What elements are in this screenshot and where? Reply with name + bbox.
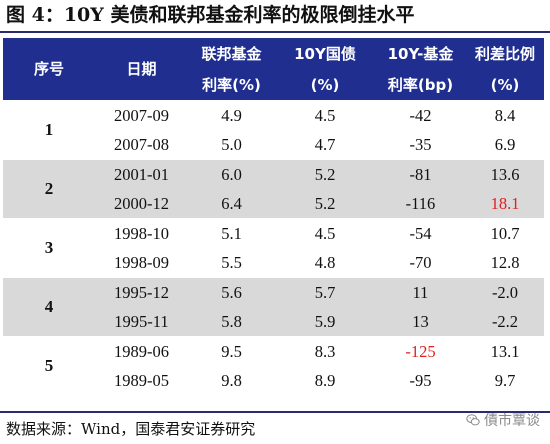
cell-10y: 4.8 <box>275 248 375 278</box>
watermark: 債市覃谈 <box>466 410 540 430</box>
cell-fed-rate: 5.5 <box>188 248 275 278</box>
cell-10y: 8.3 <box>275 336 375 366</box>
header-row-1: 序号 日期 联邦基金 10Y国债 10Y-基金 利差比例 <box>3 38 544 101</box>
cell-10y: 5.9 <box>275 307 375 337</box>
cell-fed-rate: 9.5 <box>188 336 275 366</box>
data-table-container: 序号 日期 联邦基金 10Y国债 10Y-基金 利差比例 利率(%) (%) 利… <box>3 38 544 395</box>
cell-date: 2007-08 <box>95 130 188 160</box>
cell-date: 1998-09 <box>95 248 188 278</box>
cell-date: 1998-10 <box>95 218 188 248</box>
cell-fed-rate: 6.0 <box>188 159 275 189</box>
cell-fed-rate: 6.4 <box>188 189 275 219</box>
table-row: 2007-08 5.0 4.7 -35 6.9 <box>3 130 544 160</box>
header-ratio-unit: (%) <box>466 70 544 101</box>
cell-date: 2001-01 <box>95 159 188 189</box>
header-ratio: 利差比例 <box>466 38 544 70</box>
source-note: 数据来源：Wind，国泰君安证券研究 <box>6 420 256 438</box>
cell-spread: 13 <box>375 307 466 337</box>
cell-10y: 5.2 <box>275 159 375 189</box>
header-10y: 10Y国债 <box>275 38 375 70</box>
table-row: 1989-05 9.8 8.9 -95 9.7 <box>3 366 544 395</box>
wechat-icon <box>466 414 480 426</box>
cell-ratio: 12.8 <box>466 248 544 278</box>
cell-spread: -116 <box>375 189 466 219</box>
cell-10y: 5.7 <box>275 277 375 307</box>
cell-spread: -35 <box>375 130 466 160</box>
cell-10y: 4.5 <box>275 100 375 130</box>
table-row: 5 1989-06 9.5 8.3 -125 13.1 <box>3 336 544 395</box>
cell-fed-rate: 5.0 <box>188 130 275 160</box>
cell-10y: 4.7 <box>275 130 375 160</box>
group-index: 5 <box>3 336 95 395</box>
cell-fed-rate: 4.9 <box>188 100 275 130</box>
cell-spread: -42 <box>375 100 466 130</box>
cell-spread: 11 <box>375 277 466 307</box>
header-fed-rate: 联邦基金 <box>188 38 275 70</box>
cell-date: 1995-12 <box>95 277 188 307</box>
group-index: 3 <box>3 218 95 278</box>
cell-date: 2000-12 <box>95 189 188 219</box>
cell-spread: -95 <box>375 366 466 395</box>
cell-ratio: 10.7 <box>466 218 544 248</box>
cell-date: 1989-05 <box>95 366 188 395</box>
group-index: 4 <box>3 277 95 337</box>
table-row: 1 2007-09 4.9 4.5 -42 8.4 <box>3 100 544 160</box>
cell-ratio: 6.9 <box>466 130 544 160</box>
header-spread-unit: 利率(bp) <box>375 70 466 101</box>
data-table: 序号 日期 联邦基金 10Y国债 10Y-基金 利差比例 利率(%) (%) 利… <box>3 38 544 395</box>
table-row: 1995-11 5.8 5.9 13 -2.2 <box>3 307 544 337</box>
bottom-rule <box>0 411 550 413</box>
cell-ratio: 9.7 <box>466 366 544 395</box>
cell-fed-rate: 5.8 <box>188 307 275 337</box>
cell-10y: 8.9 <box>275 366 375 395</box>
header-fed-rate-unit: 利率(%) <box>188 70 275 101</box>
cell-date: 1989-06 <box>95 336 188 366</box>
header-row-2: 利率(%) (%) 利率(bp) (%) <box>3 70 544 101</box>
figure-title: 图 4：10Y 美债和联邦基金利率的极限倒挂水平 <box>6 4 415 26</box>
table-row: 2 2001-01 6.0 5.2 -81 13.6 <box>3 159 544 219</box>
cell-10y: 4.5 <box>275 218 375 248</box>
cell-10y: 5.2 <box>275 189 375 219</box>
cell-ratio: -2.0 <box>466 277 544 307</box>
cell-ratio: 13.1 <box>466 336 544 366</box>
cell-fed-rate: 9.8 <box>188 366 275 395</box>
group-index: 1 <box>3 100 95 160</box>
group-index: 2 <box>3 159 95 219</box>
cell-ratio: 8.4 <box>466 100 544 130</box>
cell-spread: -81 <box>375 159 466 189</box>
cell-ratio-highlight: 18.1 <box>466 189 544 219</box>
watermark-text: 債市覃谈 <box>484 413 540 429</box>
cell-spread: -70 <box>375 248 466 278</box>
table-row: 1998-09 5.5 4.8 -70 12.8 <box>3 248 544 278</box>
table-body: 1 2007-09 4.9 4.5 -42 8.4 2007-08 5.0 4.… <box>3 100 544 395</box>
cell-date: 1995-11 <box>95 307 188 337</box>
title-rule <box>0 31 550 33</box>
cell-spread: -54 <box>375 218 466 248</box>
table-row: 3 1998-10 5.1 4.5 -54 10.7 <box>3 218 544 278</box>
header-10y-unit: (%) <box>275 70 375 101</box>
header-date: 日期 <box>95 38 188 101</box>
table-row: 4 1995-12 5.6 5.7 11 -2.0 <box>3 277 544 337</box>
header-index: 序号 <box>3 38 95 101</box>
table-header: 序号 日期 联邦基金 10Y国债 10Y-基金 利差比例 利率(%) (%) 利… <box>3 38 544 101</box>
header-spread: 10Y-基金 <box>375 38 466 70</box>
cell-ratio: 13.6 <box>466 159 544 189</box>
cell-spread-highlight: -125 <box>375 336 466 366</box>
cell-date: 2007-09 <box>95 100 188 130</box>
table-row: 2000-12 6.4 5.2 -116 18.1 <box>3 189 544 219</box>
cell-fed-rate: 5.6 <box>188 277 275 307</box>
cell-ratio: -2.2 <box>466 307 544 337</box>
cell-fed-rate: 5.1 <box>188 218 275 248</box>
